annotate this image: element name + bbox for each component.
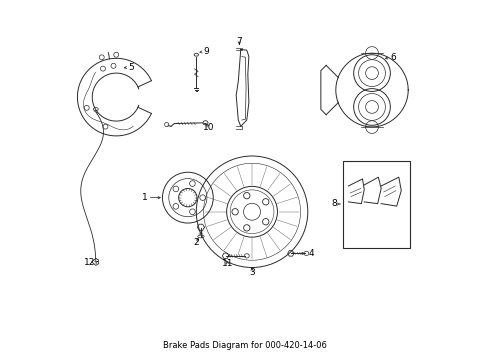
Text: 9: 9 — [203, 47, 209, 56]
Text: 4: 4 — [309, 249, 314, 258]
Text: 7: 7 — [237, 37, 242, 46]
Bar — [343, 161, 410, 248]
Text: 8: 8 — [332, 199, 338, 208]
Text: Brake Pads Diagram for 000-420-14-06: Brake Pads Diagram for 000-420-14-06 — [163, 341, 327, 350]
Text: 1: 1 — [142, 193, 147, 202]
Text: 3: 3 — [249, 268, 255, 277]
Text: 11: 11 — [221, 259, 233, 268]
Text: 10: 10 — [203, 123, 215, 132]
Text: 12: 12 — [84, 258, 95, 267]
Text: 6: 6 — [391, 53, 396, 62]
Text: 5: 5 — [128, 63, 134, 72]
Text: 2: 2 — [194, 238, 199, 247]
